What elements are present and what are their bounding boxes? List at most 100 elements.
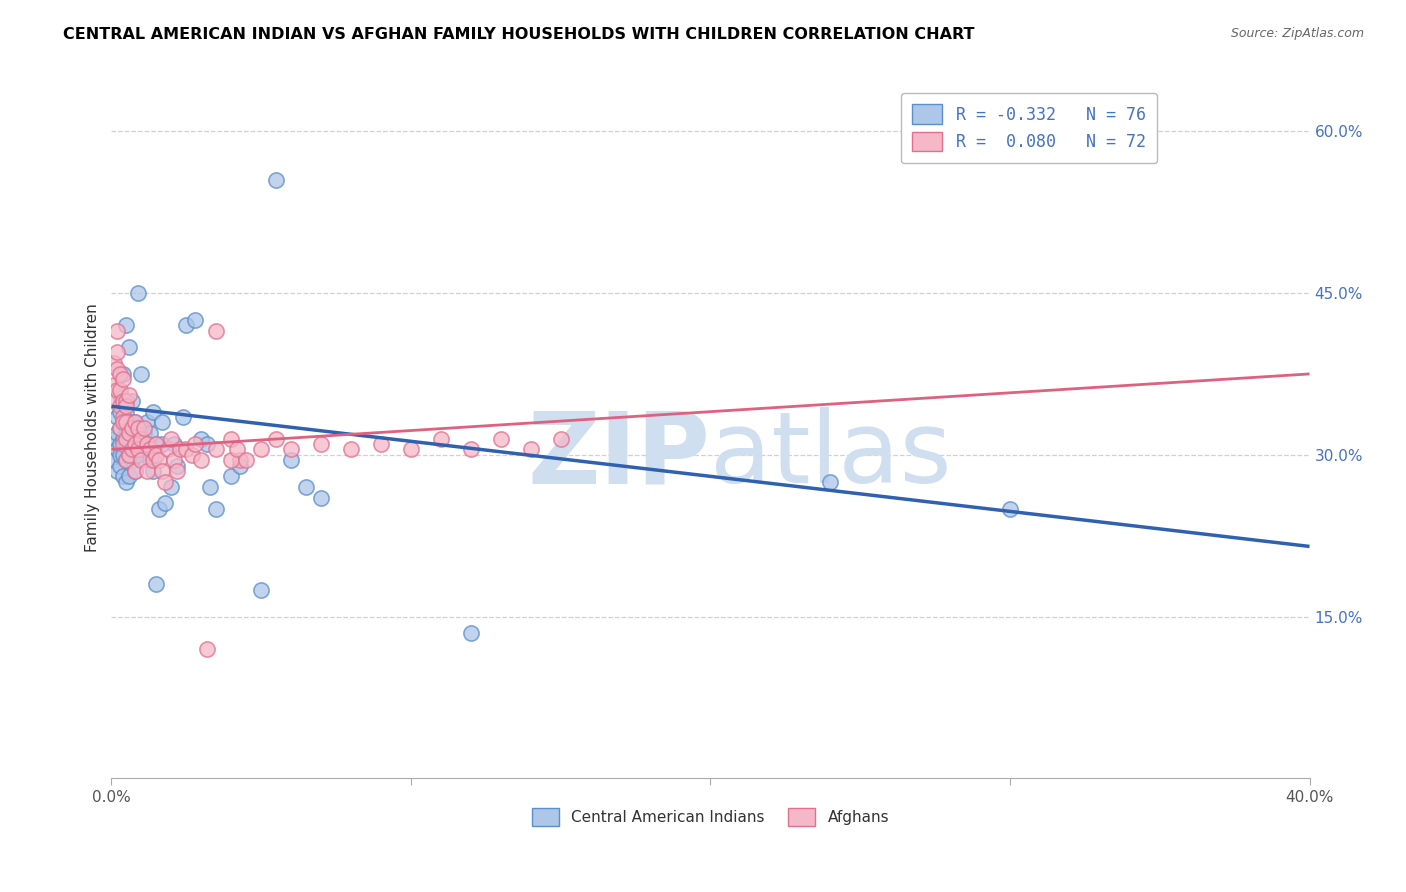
Point bbox=[112, 416, 135, 430]
Point bbox=[264, 173, 287, 187]
Point bbox=[145, 577, 167, 591]
Point bbox=[190, 453, 212, 467]
Point bbox=[124, 416, 146, 430]
Point bbox=[155, 496, 177, 510]
Point bbox=[200, 480, 222, 494]
Point bbox=[121, 416, 143, 430]
Point bbox=[107, 324, 129, 338]
Point bbox=[112, 416, 135, 430]
Point bbox=[174, 442, 197, 457]
Point bbox=[163, 453, 186, 467]
Point bbox=[131, 367, 153, 381]
Point bbox=[121, 437, 143, 451]
Point bbox=[112, 372, 135, 386]
Point bbox=[110, 448, 132, 462]
Point bbox=[118, 432, 141, 446]
Point bbox=[998, 501, 1021, 516]
Point bbox=[139, 442, 162, 457]
Point bbox=[235, 453, 257, 467]
Point bbox=[150, 464, 173, 478]
Point bbox=[181, 448, 204, 462]
Point bbox=[136, 437, 159, 451]
Point bbox=[280, 453, 302, 467]
Point bbox=[169, 442, 191, 457]
Point bbox=[110, 421, 132, 435]
Point bbox=[166, 464, 188, 478]
Point bbox=[112, 432, 135, 446]
Point bbox=[184, 313, 207, 327]
Point bbox=[103, 377, 125, 392]
Point bbox=[121, 421, 143, 435]
Point bbox=[124, 464, 146, 478]
Point bbox=[118, 340, 141, 354]
Point bbox=[118, 448, 141, 462]
Text: Source: ZipAtlas.com: Source: ZipAtlas.com bbox=[1230, 27, 1364, 40]
Point bbox=[118, 388, 141, 402]
Point bbox=[124, 416, 146, 430]
Point bbox=[150, 416, 173, 430]
Point bbox=[150, 437, 173, 451]
Point bbox=[115, 475, 138, 489]
Point bbox=[174, 318, 197, 333]
Point bbox=[131, 432, 153, 446]
Point bbox=[115, 318, 138, 333]
Point bbox=[489, 432, 512, 446]
Point bbox=[219, 453, 242, 467]
Point bbox=[430, 432, 453, 446]
Point bbox=[195, 641, 218, 656]
Point bbox=[229, 458, 252, 473]
Point bbox=[115, 437, 138, 451]
Point bbox=[127, 421, 149, 435]
Point bbox=[280, 442, 302, 457]
Point bbox=[550, 432, 572, 446]
Point bbox=[155, 475, 177, 489]
Point bbox=[195, 437, 218, 451]
Point bbox=[127, 448, 149, 462]
Point bbox=[115, 405, 138, 419]
Point bbox=[124, 437, 146, 451]
Text: CENTRAL AMERICAN INDIAN VS AFGHAN FAMILY HOUSEHOLDS WITH CHILDREN CORRELATION CH: CENTRAL AMERICAN INDIAN VS AFGHAN FAMILY… bbox=[63, 27, 974, 42]
Point bbox=[110, 383, 132, 397]
Point bbox=[145, 437, 167, 451]
Point bbox=[121, 453, 143, 467]
Point bbox=[103, 432, 125, 446]
Point bbox=[131, 442, 153, 457]
Point bbox=[103, 356, 125, 370]
Point bbox=[115, 453, 138, 467]
Point bbox=[136, 416, 159, 430]
Point bbox=[131, 453, 153, 467]
Point bbox=[340, 442, 363, 457]
Point bbox=[295, 480, 318, 494]
Point bbox=[124, 432, 146, 446]
Point bbox=[115, 399, 138, 413]
Point bbox=[110, 405, 132, 419]
Point bbox=[226, 442, 249, 457]
Point bbox=[136, 437, 159, 451]
Point bbox=[148, 453, 170, 467]
Point bbox=[205, 501, 228, 516]
Point bbox=[184, 437, 207, 451]
Point bbox=[115, 393, 138, 408]
Point bbox=[172, 410, 194, 425]
Point bbox=[127, 286, 149, 301]
Point bbox=[370, 437, 392, 451]
Point bbox=[519, 442, 541, 457]
Point bbox=[139, 426, 162, 441]
Point bbox=[110, 388, 132, 402]
Point bbox=[103, 393, 125, 408]
Point bbox=[163, 437, 186, 451]
Point bbox=[112, 469, 135, 483]
Point bbox=[160, 480, 183, 494]
Point bbox=[205, 324, 228, 338]
Point bbox=[142, 453, 165, 467]
Point bbox=[103, 453, 125, 467]
Point bbox=[229, 453, 252, 467]
Point bbox=[134, 426, 156, 441]
Point bbox=[112, 448, 135, 462]
Point bbox=[145, 437, 167, 451]
Point bbox=[190, 432, 212, 446]
Point bbox=[460, 442, 482, 457]
Point bbox=[219, 469, 242, 483]
Point bbox=[124, 448, 146, 462]
Point bbox=[166, 458, 188, 473]
